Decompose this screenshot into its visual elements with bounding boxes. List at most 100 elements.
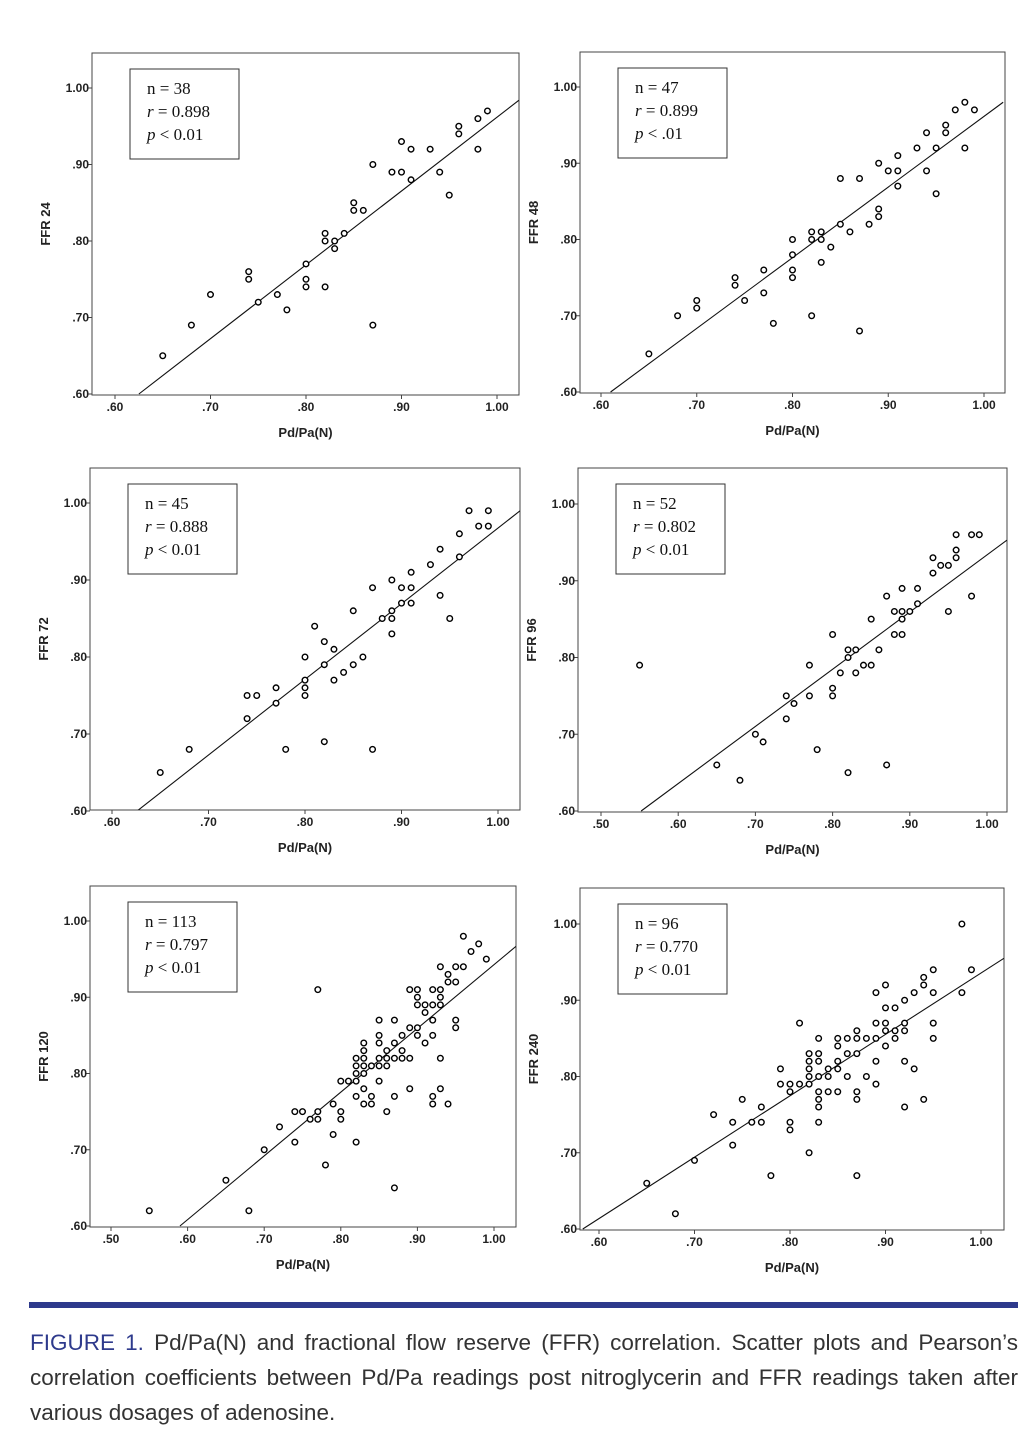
y-tick-label: .90	[70, 990, 87, 1004]
stat-r: r = 0.770	[635, 937, 698, 956]
stat-p-symbol: p	[146, 125, 156, 144]
stat-p-value: < .01	[644, 124, 683, 143]
data-point	[776, 1065, 784, 1073]
data-point	[388, 168, 396, 176]
data-point	[413, 986, 421, 994]
data-point	[367, 1092, 375, 1100]
data-point	[301, 676, 309, 684]
data-point	[923, 129, 931, 137]
data-point	[352, 1092, 360, 1100]
data-point	[407, 145, 415, 153]
data-point	[710, 1111, 718, 1119]
data-point	[390, 1184, 398, 1192]
data-point	[436, 986, 444, 994]
data-point	[748, 1118, 756, 1126]
data-point	[352, 1054, 360, 1062]
data-point	[340, 668, 348, 676]
x-tick-label: .60	[593, 398, 610, 412]
data-point	[815, 1118, 823, 1126]
data-point	[407, 599, 415, 607]
data-point	[914, 584, 922, 592]
data-point	[824, 1072, 832, 1080]
data-point	[429, 986, 437, 994]
data-point	[352, 1069, 360, 1077]
data-point	[398, 1031, 406, 1039]
data-point	[369, 160, 377, 168]
data-point	[482, 955, 490, 963]
y-tick-label: .60	[70, 1219, 87, 1233]
data-point	[254, 298, 262, 306]
data-point	[452, 978, 460, 986]
data-point	[359, 206, 367, 214]
data-point	[301, 684, 309, 692]
data-point	[815, 1034, 823, 1042]
data-point	[222, 1176, 230, 1184]
data-point	[970, 106, 978, 114]
stat-p-value: < 0.01	[154, 540, 202, 559]
data-point	[375, 1062, 383, 1070]
data-point	[398, 599, 406, 607]
data-point	[406, 1024, 414, 1032]
plot-frame	[579, 887, 1005, 1231]
data-point	[320, 738, 328, 746]
data-point	[413, 993, 421, 1001]
data-point	[906, 607, 914, 615]
data-point	[808, 228, 816, 236]
stat-r: r = 0.797	[145, 935, 208, 954]
data-point	[253, 692, 261, 700]
data-point	[760, 266, 768, 274]
data-point	[350, 199, 358, 207]
data-point	[671, 1210, 679, 1218]
scatter-panel-5: 1.00 .90 .80 .70 .60 .50 .60 .70 .80 .90 1.00 Pd/Pa…	[36, 885, 517, 1272]
data-point	[843, 1072, 851, 1080]
data-point	[398, 584, 406, 592]
data-point	[786, 1080, 794, 1088]
data-point	[321, 283, 329, 291]
data-point	[736, 776, 744, 784]
data-point	[320, 661, 328, 669]
data-point	[834, 1088, 842, 1096]
data-point	[367, 1100, 375, 1108]
data-point	[968, 592, 976, 600]
data-point	[731, 274, 739, 282]
data-point	[789, 274, 797, 282]
stat-r-symbol: r	[145, 935, 152, 954]
data-point	[853, 1034, 861, 1042]
data-point	[406, 1054, 414, 1062]
data-point	[291, 1108, 299, 1116]
data-point	[311, 622, 319, 630]
data-point	[475, 940, 483, 948]
data-point	[760, 289, 768, 297]
x-tick-label: 1.00	[486, 815, 510, 829]
x-tick-label: 1.00	[969, 1235, 993, 1249]
stat-p-value: < 0.01	[644, 960, 692, 979]
x-tick-label: 1.00	[975, 817, 999, 831]
y-tick-label: .60	[560, 385, 577, 399]
data-point	[390, 1016, 398, 1024]
data-point	[436, 545, 444, 553]
data-point	[901, 1019, 909, 1027]
data-point	[375, 1054, 383, 1062]
data-point	[805, 1080, 813, 1088]
data-point	[968, 531, 976, 539]
data-point	[805, 1065, 813, 1073]
x-tick-label: 1.00	[972, 398, 996, 412]
data-point	[961, 144, 969, 152]
data-point	[958, 920, 966, 928]
x-tick-label: .90	[393, 400, 410, 414]
data-point	[444, 1100, 452, 1108]
data-point	[243, 692, 251, 700]
data-point	[375, 1016, 383, 1024]
x-tick-label: .50	[593, 817, 610, 831]
data-point	[862, 1034, 870, 1042]
data-point	[910, 989, 918, 997]
data-point	[187, 321, 195, 329]
data-point	[352, 1138, 360, 1146]
x-tick-label: .70	[200, 815, 217, 829]
data-point	[932, 190, 940, 198]
data-point	[920, 973, 928, 981]
x-tick-label: .70	[747, 817, 764, 831]
data-point	[789, 251, 797, 259]
data-point	[815, 1095, 823, 1103]
scatter-panel-4: 1.00 .90 .80 .70 .60 .50 .60 .70 .80 .90 1.00 Pd/Pa…	[524, 467, 1008, 857]
